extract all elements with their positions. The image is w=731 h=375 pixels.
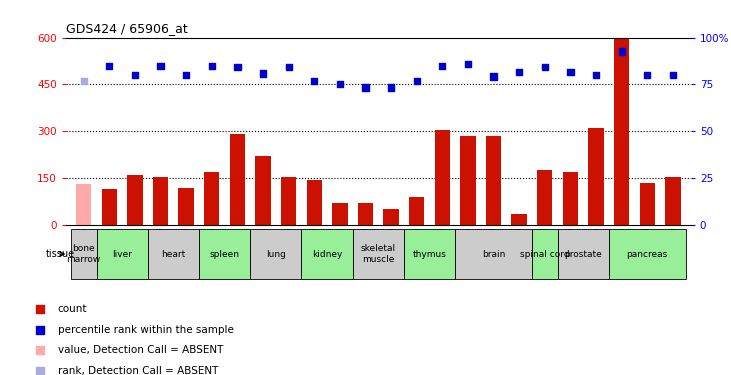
Bar bbox=[404, 229, 455, 279]
Bar bbox=[537, 170, 553, 225]
Text: skeletal
muscle: skeletal muscle bbox=[360, 244, 396, 264]
Point bbox=[334, 81, 346, 87]
Point bbox=[488, 74, 499, 80]
Point bbox=[411, 78, 423, 84]
Text: heart: heart bbox=[162, 250, 186, 259]
Bar bbox=[301, 229, 352, 279]
Point bbox=[232, 64, 243, 70]
Bar bbox=[96, 229, 148, 279]
Point bbox=[436, 63, 448, 69]
Bar bbox=[306, 180, 322, 225]
Bar bbox=[455, 229, 532, 279]
Bar bbox=[71, 229, 96, 279]
Text: pancreas: pancreas bbox=[626, 250, 668, 259]
Bar bbox=[332, 203, 347, 225]
Text: spleen: spleen bbox=[210, 250, 240, 259]
Text: rank, Detection Call = ABSENT: rank, Detection Call = ABSENT bbox=[58, 366, 218, 375]
Bar bbox=[532, 229, 558, 279]
Point bbox=[34, 368, 45, 374]
Bar bbox=[435, 130, 450, 225]
Text: kidney: kidney bbox=[312, 250, 342, 259]
Text: value, Detection Call = ABSENT: value, Detection Call = ABSENT bbox=[58, 345, 223, 355]
Bar bbox=[153, 177, 168, 225]
Point bbox=[385, 84, 397, 90]
Bar bbox=[204, 172, 219, 225]
Text: lung: lung bbox=[266, 250, 286, 259]
Point bbox=[462, 61, 474, 67]
Bar bbox=[512, 214, 527, 225]
Bar bbox=[588, 128, 604, 225]
Point bbox=[539, 64, 550, 70]
Bar bbox=[384, 209, 399, 225]
Bar bbox=[357, 203, 373, 225]
Bar bbox=[230, 134, 245, 225]
Point bbox=[360, 84, 371, 90]
Text: tissue: tissue bbox=[45, 249, 75, 259]
Text: bone
marrow: bone marrow bbox=[67, 244, 101, 264]
Point bbox=[667, 72, 678, 78]
Point bbox=[34, 327, 45, 333]
Bar bbox=[127, 175, 143, 225]
Bar bbox=[281, 177, 296, 225]
Text: thymus: thymus bbox=[412, 250, 447, 259]
Bar bbox=[178, 188, 194, 225]
Text: GDS424 / 65906_at: GDS424 / 65906_at bbox=[66, 22, 188, 35]
Point bbox=[181, 72, 192, 78]
Bar bbox=[665, 177, 681, 225]
Bar bbox=[558, 229, 609, 279]
Point bbox=[308, 78, 320, 84]
Point bbox=[283, 64, 295, 70]
Bar bbox=[609, 229, 686, 279]
Bar bbox=[640, 183, 655, 225]
Point bbox=[641, 72, 653, 78]
Point bbox=[78, 78, 90, 84]
Point bbox=[616, 49, 627, 55]
Point bbox=[513, 69, 525, 75]
Bar bbox=[199, 229, 250, 279]
Bar bbox=[255, 156, 270, 225]
Point bbox=[34, 306, 45, 312]
Text: percentile rank within the sample: percentile rank within the sample bbox=[58, 325, 233, 334]
Point bbox=[590, 72, 602, 78]
Point bbox=[104, 63, 115, 69]
Text: prostate: prostate bbox=[564, 250, 602, 259]
Bar bbox=[614, 39, 629, 225]
Bar bbox=[148, 229, 199, 279]
Text: liver: liver bbox=[112, 250, 132, 259]
Text: brain: brain bbox=[482, 250, 505, 259]
Bar bbox=[102, 189, 117, 225]
Point bbox=[257, 70, 269, 76]
Bar bbox=[352, 229, 404, 279]
Text: spinal cord: spinal cord bbox=[520, 250, 569, 259]
Bar bbox=[486, 136, 501, 225]
Text: count: count bbox=[58, 304, 87, 314]
Point bbox=[564, 69, 576, 75]
Point bbox=[34, 347, 45, 353]
Point bbox=[155, 63, 167, 69]
Bar bbox=[76, 184, 91, 225]
Point bbox=[129, 72, 141, 78]
Bar bbox=[409, 197, 425, 225]
Bar bbox=[563, 172, 578, 225]
Bar bbox=[461, 136, 476, 225]
Point bbox=[206, 63, 218, 69]
Bar bbox=[250, 229, 301, 279]
